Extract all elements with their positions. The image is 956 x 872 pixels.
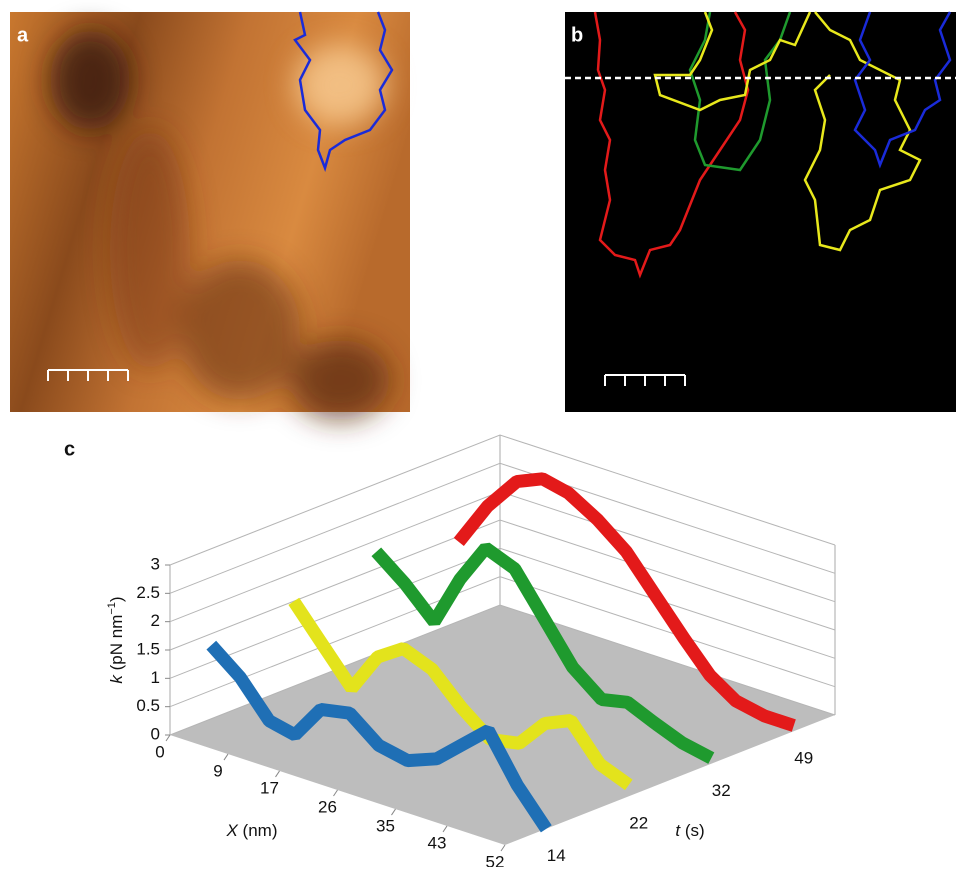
afm-texture (50, 30, 390, 420)
x-tick-label: 9 (213, 762, 222, 781)
ribbon (288, 597, 633, 791)
z-tick-label: 2.5 (136, 583, 160, 602)
scale-bar (47, 369, 129, 381)
grid-line (169, 434, 836, 566)
contour (293, 11, 394, 172)
grid-line (169, 462, 836, 594)
t-label: t (s) (675, 821, 704, 840)
trace (593, 11, 750, 279)
label-part: ) (107, 596, 126, 602)
z-tick-label: 3 (151, 554, 160, 573)
x-tick-label: 52 (486, 852, 505, 867)
panel-label: c (64, 438, 75, 460)
floor (170, 605, 835, 845)
panel-b: b (565, 11, 956, 412)
x-tick (442, 825, 448, 833)
panel-c: 0 0.5 1 1.5 2 2.5 3 0 9 17 26 35 43 52 14 22 32 49 k (pN n… (106, 434, 836, 871)
t-tick-label: 22 (629, 814, 648, 833)
label-part: t (675, 821, 681, 840)
label-part: k (107, 674, 126, 684)
panel-a: a (10, 11, 410, 420)
label-part: (s) (680, 821, 705, 840)
x-tick (165, 734, 171, 742)
x-tick (500, 844, 506, 852)
ribbon (206, 640, 552, 833)
panel-label: b (571, 24, 583, 46)
t-tick-label: 49 (794, 749, 813, 768)
grid-line (169, 519, 836, 651)
x-tick-label: 26 (318, 797, 337, 816)
z-tick-label: 0 (151, 724, 160, 743)
x-label: X (nm) (225, 821, 277, 840)
x-tick-label: 17 (260, 778, 279, 797)
x-tick-label: 43 (428, 833, 447, 852)
t-tick-label: 32 (712, 781, 731, 800)
label-part: −1 (106, 602, 118, 615)
grid-line (169, 576, 836, 708)
z-tick-label: 1 (151, 668, 160, 687)
grid-line (169, 604, 836, 736)
ribbon (453, 472, 796, 732)
z-tick-label: 2 (151, 611, 160, 630)
trace-image (565, 12, 956, 412)
trace (688, 11, 792, 172)
trace (653, 11, 922, 252)
trace (853, 11, 952, 169)
z-label: k (pN nm−1) (106, 596, 127, 683)
label-part: (nm) (238, 821, 278, 840)
grid-line (169, 547, 836, 679)
label-part: X (225, 821, 238, 840)
scale-bar (604, 374, 686, 386)
x-tick (275, 770, 280, 778)
x-tick-label: 0 (155, 742, 164, 761)
x-tick-label: 35 (376, 817, 395, 836)
x-tick (391, 808, 396, 816)
z-tick-label: 1.5 (136, 639, 160, 658)
x-tick (333, 789, 338, 797)
label-part: (pN nm (107, 615, 126, 675)
panel-label: a (17, 24, 29, 46)
t-tick-label: 14 (547, 846, 566, 865)
x-tick (223, 753, 229, 761)
z-tick-label: 0.5 (136, 696, 160, 715)
ribbon (371, 542, 715, 764)
